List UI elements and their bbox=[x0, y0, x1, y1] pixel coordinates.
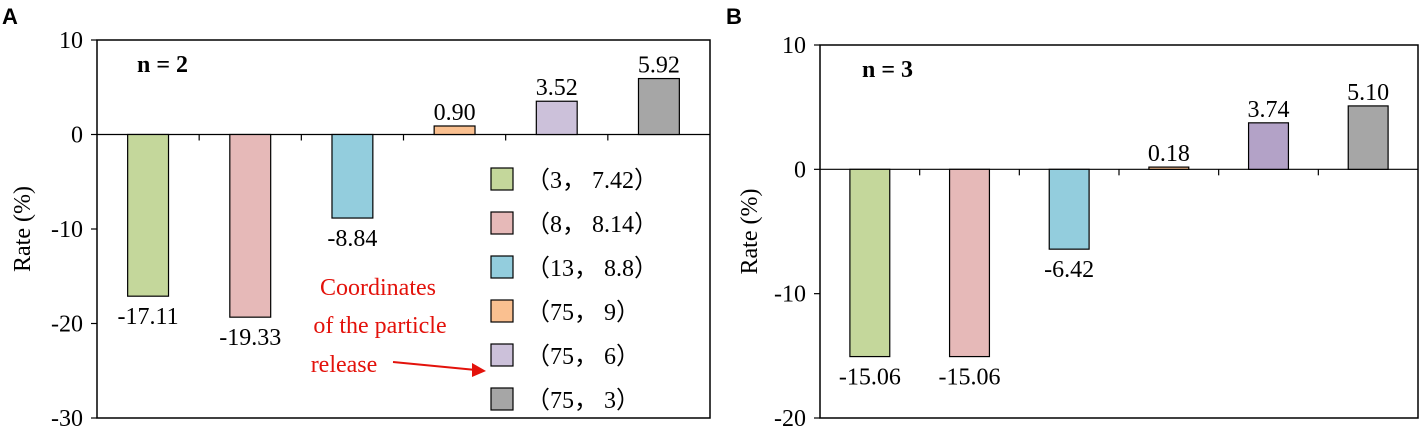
bar bbox=[849, 168, 891, 358]
bar bbox=[1048, 168, 1090, 250]
bar bbox=[229, 133, 272, 318]
annotation-arrow-head bbox=[472, 363, 486, 377]
panel-label-a: A bbox=[2, 4, 18, 29]
y-tick-label: 10 bbox=[59, 28, 83, 54]
bar bbox=[948, 168, 991, 358]
data-label: 3.74 bbox=[1248, 97, 1290, 123]
data-label: -19.33 bbox=[219, 325, 281, 351]
chart-title: n = 3 bbox=[862, 57, 913, 83]
y-tick-label: -20 bbox=[51, 312, 83, 338]
chart-panel-a: 10 0 -10 -20 -30 Rate (%) -17.11 -19.33 -8.84 0.9… bbox=[10, 28, 711, 432]
legend-entry: （75， 3） bbox=[526, 388, 640, 414]
legend-swatch bbox=[490, 343, 514, 367]
annotation-text: release bbox=[311, 352, 378, 378]
legend-swatch bbox=[490, 387, 514, 411]
legend-entry: （3， 7.42） bbox=[526, 168, 658, 194]
y-axis-title: Rate (%) bbox=[737, 189, 763, 275]
annotation-text: Coordinates bbox=[320, 275, 436, 301]
chart-title: n = 2 bbox=[137, 52, 188, 78]
bar bbox=[331, 133, 374, 219]
data-label: -15.06 bbox=[839, 365, 901, 391]
legend-entry: （13， 8.8） bbox=[526, 256, 658, 282]
data-label: 0.18 bbox=[1148, 141, 1190, 167]
data-label: -17.11 bbox=[118, 304, 179, 330]
data-label: -8.84 bbox=[327, 226, 377, 252]
legend-entry: （75， 6） bbox=[526, 344, 640, 370]
legend-swatch bbox=[490, 167, 514, 191]
legend-entry: （8， 8.14） bbox=[526, 212, 658, 238]
bar bbox=[1148, 166, 1190, 170]
y-tick-label: 0 bbox=[71, 123, 83, 149]
plot-area-border bbox=[819, 44, 1419, 419]
data-label: 5.92 bbox=[638, 53, 680, 79]
legend-swatch bbox=[490, 255, 514, 279]
y-tick-label: -10 bbox=[774, 282, 806, 308]
panel-label-b: B bbox=[726, 4, 742, 29]
legend: （3， 7.42） （8， 8.14） （13， 8.8） （75， 9） （75， 6… bbox=[490, 167, 658, 414]
data-label: -15.06 bbox=[939, 365, 1001, 391]
y-tick-label: 10 bbox=[782, 33, 806, 59]
bar bbox=[1247, 122, 1290, 170]
legend-swatch bbox=[490, 299, 514, 323]
y-tick-label: -20 bbox=[774, 406, 806, 432]
annotation-coordinates: Coordinates of the particle release bbox=[311, 275, 486, 378]
y-tick-label: -30 bbox=[51, 406, 83, 432]
bar bbox=[433, 125, 476, 136]
y-axis-title: Rate (%) bbox=[10, 186, 36, 272]
bar bbox=[535, 100, 578, 136]
bar bbox=[127, 133, 170, 297]
y-tick-label: -10 bbox=[51, 217, 83, 243]
y-tick-label: 0 bbox=[794, 157, 806, 183]
chart-panel-b: 10 0 -10 -20 Rate (%) -15.06 -15.06 -6.42 0.18 3.… bbox=[737, 33, 1419, 432]
data-label: 3.52 bbox=[536, 75, 578, 101]
data-label: -6.42 bbox=[1044, 257, 1094, 283]
bar bbox=[637, 77, 680, 136]
data-label: 5.10 bbox=[1347, 80, 1389, 106]
bar bbox=[1347, 105, 1389, 170]
legend-swatch bbox=[490, 211, 514, 235]
annotation-arrow-line bbox=[392, 361, 477, 371]
legend-entry: （75， 9） bbox=[526, 300, 640, 326]
annotation-text: of the particle bbox=[313, 313, 446, 339]
data-label: 0.90 bbox=[434, 100, 476, 126]
